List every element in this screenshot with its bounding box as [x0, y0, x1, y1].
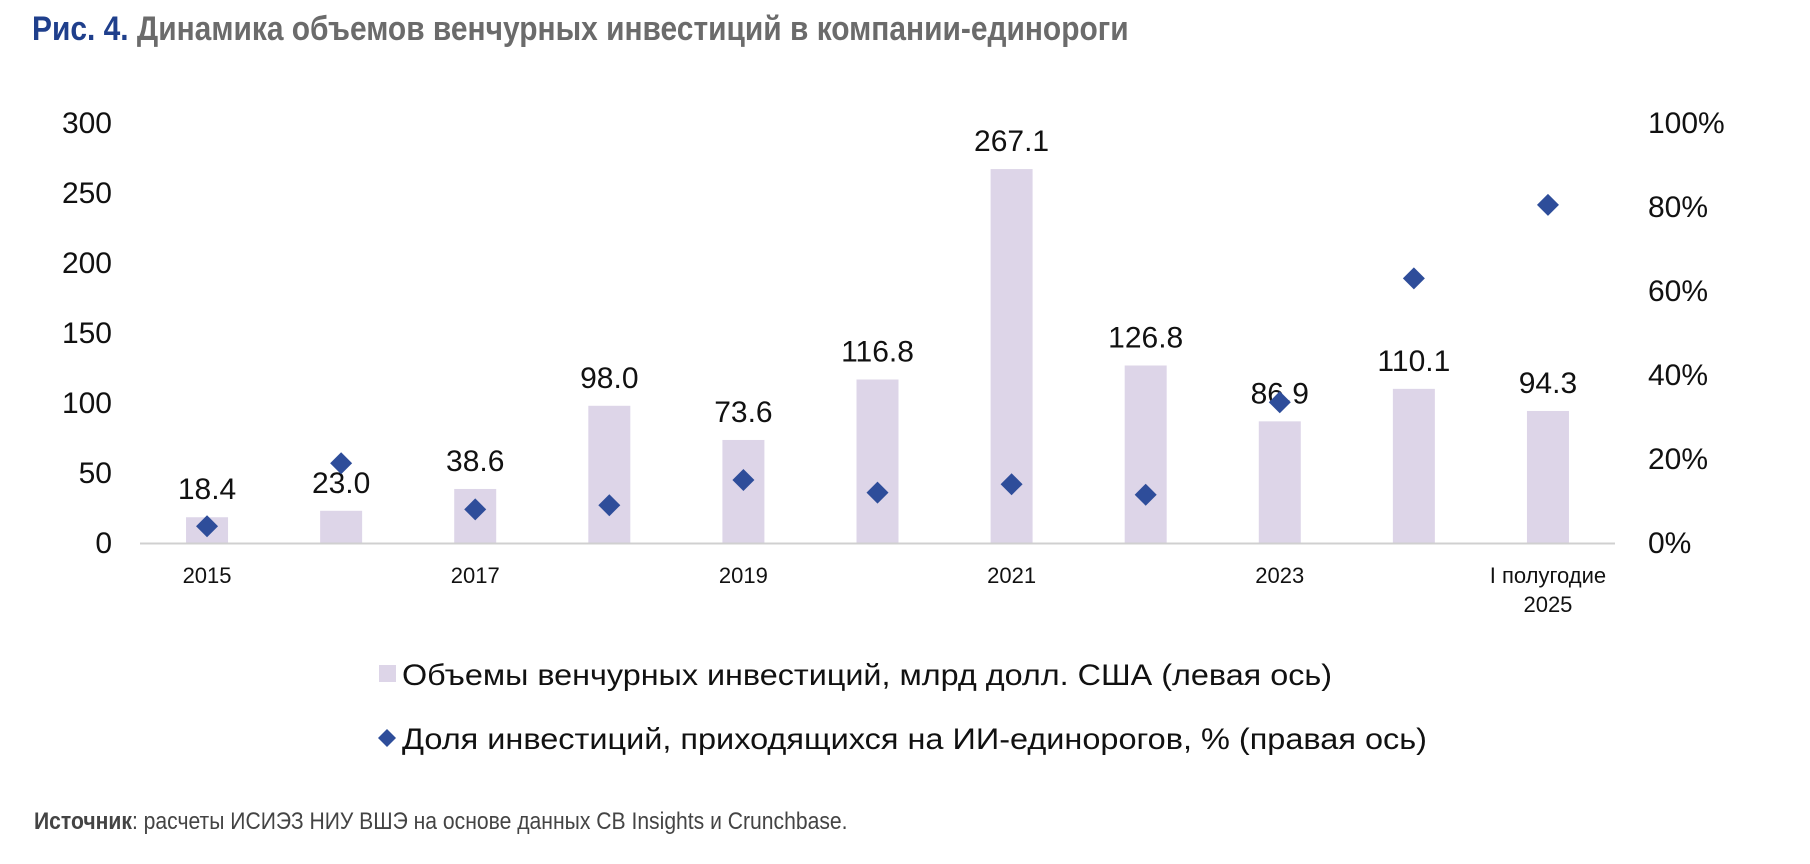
bar — [1124, 365, 1167, 543]
y-right-tick-label: 80% — [1648, 191, 1708, 224]
bar-value-label: 267.1 — [974, 125, 1049, 158]
legend-bar-label: Объемы венчурных инвестиций, млрд долл. … — [402, 659, 1332, 692]
legend-bar-swatch — [379, 665, 396, 682]
bar — [1526, 410, 1569, 543]
share-marker — [1402, 267, 1425, 290]
share-marker — [866, 481, 889, 504]
y-left-tick-label: 100 — [62, 387, 112, 420]
share-marker — [1134, 483, 1157, 506]
bar-value-label: 38.6 — [446, 445, 504, 478]
share-marker — [1000, 473, 1023, 496]
figure-title-text: Динамика объемов венчурных инвестиций в … — [136, 10, 1129, 48]
share-marker — [196, 515, 219, 538]
y-left-tick-label: 50 — [79, 457, 112, 490]
share-marker — [330, 452, 353, 475]
x-tick-label: 2025 — [1523, 592, 1572, 617]
x-tick-label: 2021 — [987, 563, 1036, 588]
figure-title: Рис. 4. Динамика объемов венчурных инвес… — [32, 10, 1129, 49]
bar-value-label: 126.8 — [1108, 321, 1183, 354]
legend-marker-swatch — [378, 729, 396, 747]
bar-value-label: 18.4 — [178, 473, 236, 506]
legend-marker-label: Доля инвестиций, приходящихся на ИИ-един… — [402, 723, 1427, 756]
bar — [1258, 421, 1301, 543]
figure-number: Рис. 4. — [32, 10, 129, 48]
y-right-tick-label: 0% — [1648, 527, 1691, 560]
y-right-tick-label: 60% — [1648, 275, 1708, 308]
share-marker — [1268, 391, 1291, 414]
y-left-tick-label: 200 — [62, 247, 112, 280]
y-left-tick-label: 300 — [62, 107, 112, 140]
bar-value-label: 116.8 — [841, 335, 914, 368]
share-marker — [598, 494, 621, 517]
x-tick-label: 2023 — [1255, 563, 1304, 588]
share-marker — [732, 469, 755, 491]
source-label: Источник — [34, 808, 132, 835]
bar-value-label: 94.3 — [1519, 367, 1577, 400]
bar — [1392, 388, 1435, 543]
y-left-tick-label: 150 — [62, 317, 112, 350]
x-tick-label: 2017 — [451, 563, 500, 588]
x-tick-label: 2015 — [183, 563, 232, 588]
x-tick-label: 2019 — [719, 563, 768, 588]
bar — [722, 439, 765, 543]
y-right-tick-label: 40% — [1648, 359, 1708, 392]
y-right-tick-label: 20% — [1648, 443, 1708, 476]
source-text: : расчеты ИСИЭЗ НИУ ВШЭ на основе данных… — [131, 808, 848, 835]
bar-value-label: 98.0 — [580, 362, 638, 395]
share-marker — [464, 498, 487, 521]
bar — [320, 510, 363, 543]
y-left-tick-label: 250 — [62, 177, 112, 210]
bar-value-label: 73.6 — [714, 396, 772, 429]
bar-value-label: 110.1 — [1377, 345, 1450, 378]
share-marker — [1536, 193, 1559, 216]
y-left-tick-label: 0 — [95, 527, 112, 560]
bar — [856, 379, 899, 543]
bar — [588, 405, 631, 543]
x-tick-label: I полугодие — [1490, 563, 1606, 588]
y-right-tick-label: 100% — [1648, 107, 1725, 140]
source-note: Источник: расчеты ИСИЭЗ НИУ ВШЭ на основ… — [34, 808, 848, 836]
